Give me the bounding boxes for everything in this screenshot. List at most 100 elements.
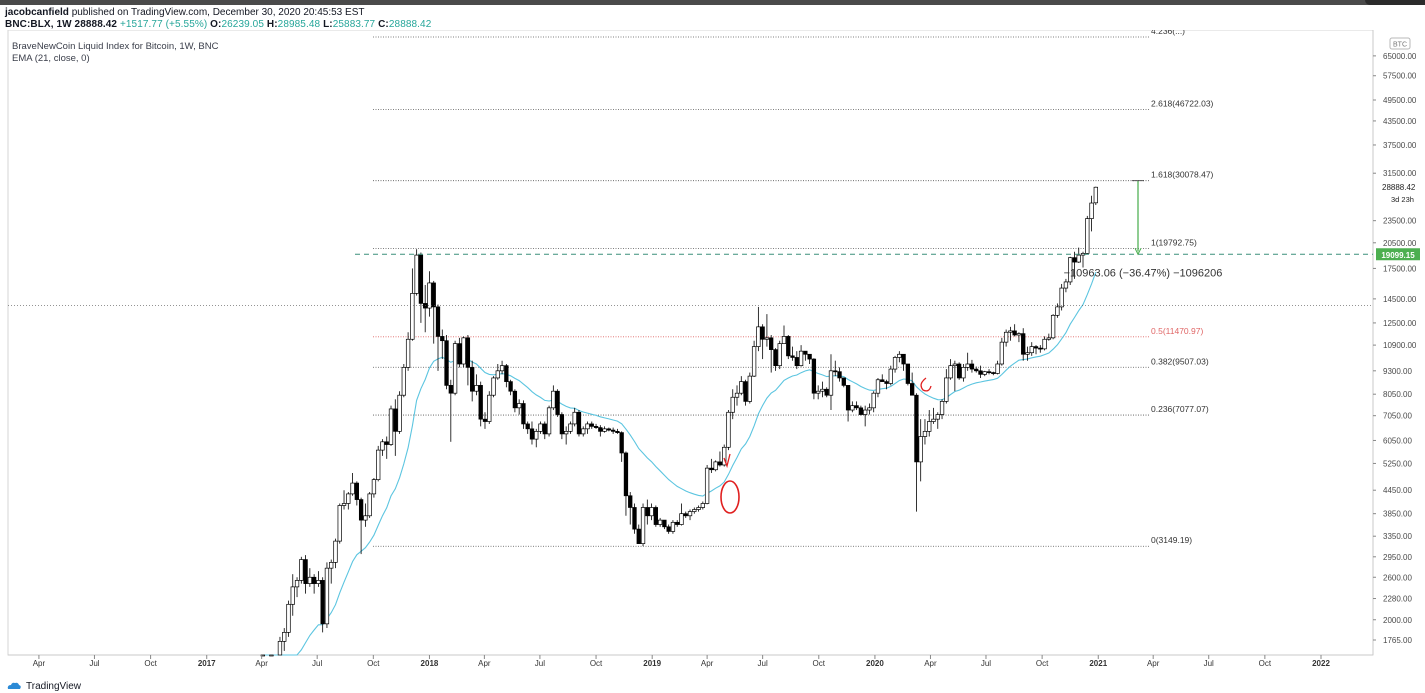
candle-body-down (709, 467, 714, 471)
crosshair-price-tag-bg (1376, 248, 1420, 261)
candle-body-down (448, 385, 453, 394)
candle (833, 360, 838, 377)
candle-body-up (1093, 186, 1098, 204)
candle (512, 389, 518, 413)
candle (935, 412, 940, 429)
candle-body-up (602, 428, 607, 432)
candle (769, 335, 774, 373)
time-axis[interactable]: Apr Jul Oct 2017 Apr Jul Oct 2018 Apr Jul Oct 2019 A… (33, 655, 1331, 668)
chart-area[interactable]: 2.618(46722.03) 1.618(30078.47) 1(19792.75… (0, 26, 1425, 678)
candle-body-up (474, 385, 479, 392)
candle (431, 280, 436, 344)
candle (388, 405, 394, 446)
candle-body-up (427, 282, 432, 309)
price-chart[interactable]: 2.618(46722.03) 1.618(30078.47) 1(19792.75… (0, 26, 1425, 678)
time-tick-label: Jul (312, 659, 322, 668)
candle (875, 377, 881, 398)
candle (927, 410, 932, 437)
candle (828, 354, 834, 411)
candle (299, 556, 304, 584)
candle (632, 503, 637, 534)
candle-body-down (354, 482, 359, 500)
candle (820, 381, 825, 398)
candle-body-up (751, 346, 757, 377)
candle (922, 419, 928, 445)
candle (282, 628, 287, 651)
candle (294, 577, 300, 598)
candle (529, 421, 535, 445)
candle-body-up (363, 515, 368, 521)
candle (628, 492, 633, 525)
candle-body-down (508, 381, 513, 392)
candle-body-up (935, 414, 940, 420)
publish-info: published on TradingView.com, December 3… (71, 7, 365, 18)
brand-name[interactable]: TradingView (26, 680, 82, 692)
candle (657, 517, 663, 527)
candle (1025, 346, 1030, 361)
candle-body-up (888, 368, 893, 384)
price-change: +1517.77 (+5.55%) (119, 19, 208, 30)
candle-body-up (995, 363, 1000, 374)
candle-body-up (713, 461, 718, 471)
candle (559, 412, 565, 440)
candle-body-up (564, 431, 569, 435)
candle-body-up (696, 507, 701, 510)
candle (704, 464, 710, 505)
candle-body-down (683, 513, 688, 517)
candle-body-down (623, 452, 629, 497)
candle (858, 405, 864, 416)
candle (380, 439, 385, 456)
candle (1050, 314, 1056, 340)
candle-body-down (470, 367, 475, 392)
candle (909, 372, 915, 396)
fib-level-label-top: 4.236(...) (1151, 30, 1185, 36)
candle (675, 520, 680, 527)
candle (1021, 328, 1026, 361)
candle-body-up (1029, 346, 1034, 354)
candle-body-down (803, 350, 808, 355)
currency-button-label: BTC (1393, 42, 1407, 49)
candle-body-down (525, 423, 530, 430)
candle (794, 351, 799, 370)
time-tick-label: Jul (981, 659, 991, 668)
author-name[interactable]: jacobcanfield (5, 7, 69, 18)
currency-button[interactable]: BTC (1389, 37, 1411, 50)
candle (499, 360, 505, 375)
candle (354, 481, 359, 506)
candle-body-down (769, 337, 774, 350)
candle-body-down (909, 383, 915, 396)
candle (986, 369, 992, 375)
candle (358, 497, 364, 555)
candle (444, 335, 449, 390)
price-axis[interactable]: 65000.00 57500.00 49500.00 43500.00 37500.00… (1373, 52, 1420, 645)
candle-body-up (948, 365, 953, 379)
candle-body-up (867, 407, 872, 411)
candle (1012, 324, 1017, 337)
candle-body-up (704, 467, 710, 504)
candle-body-down (636, 528, 641, 544)
candle-body-up (982, 371, 987, 375)
time-tick-label: Jul (89, 659, 99, 668)
price-tick-label: 31500.00 (1383, 169, 1417, 178)
candle-body-up (640, 507, 646, 544)
candle-body-up (282, 632, 287, 642)
candle-body-down (760, 326, 765, 340)
candle-body-up (756, 326, 761, 347)
candle (709, 458, 714, 473)
candle-body-down (905, 363, 911, 384)
candle-body-down (576, 411, 582, 435)
candle (333, 538, 338, 569)
candle (931, 407, 936, 424)
price-tick-label: 65000.00 (1383, 52, 1417, 61)
candle (751, 340, 757, 378)
candle (427, 271, 432, 317)
time-tick-label: Apr (924, 659, 937, 668)
candle-body-up (828, 370, 834, 396)
price-tick-label: 5250.00 (1383, 459, 1412, 468)
candle-body-up (294, 580, 300, 588)
price-tick-label: 2600.00 (1383, 573, 1412, 582)
candle-body-down (619, 432, 624, 454)
candle (457, 337, 462, 368)
indicator-label[interactable]: EMA (21, close, 0) (12, 53, 90, 64)
series-title[interactable]: BraveNewCoin Liquid Index for Bitcoin, 1… (12, 41, 219, 52)
